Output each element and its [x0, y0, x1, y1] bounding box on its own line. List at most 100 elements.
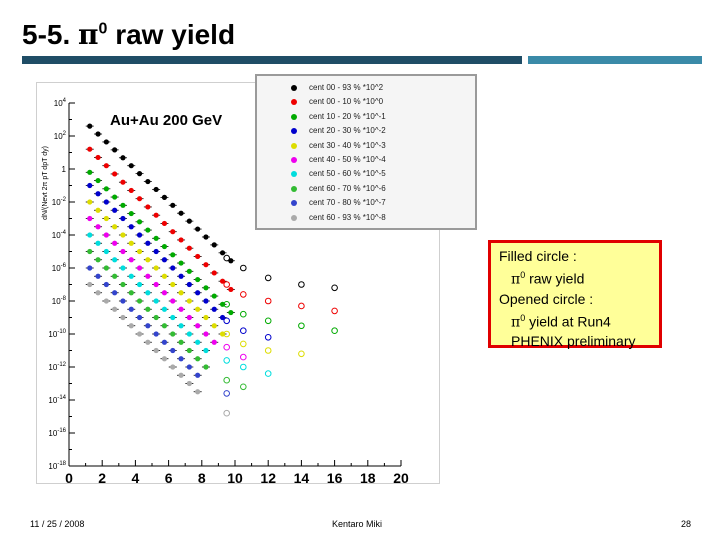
filled-point	[95, 177, 101, 184]
filled-point	[195, 389, 201, 395]
filled-point	[178, 210, 184, 216]
filled-point	[203, 364, 209, 370]
filled-point	[170, 252, 176, 258]
filled-point	[195, 372, 201, 378]
filled-point	[170, 347, 176, 354]
filled-point	[161, 273, 168, 279]
filled-point	[120, 232, 126, 238]
filled-point	[178, 237, 184, 243]
filled-point	[103, 139, 109, 145]
filled-point	[203, 314, 209, 321]
title-suffix: raw yield	[107, 19, 236, 50]
filled-point	[87, 265, 93, 271]
filled-point	[228, 286, 234, 293]
filled-point	[120, 248, 126, 255]
filled-point	[145, 227, 151, 233]
filled-point	[153, 314, 159, 321]
filled-point	[112, 240, 118, 246]
note-pi-2: π	[511, 314, 521, 331]
filled-point	[128, 187, 134, 194]
filled-point	[95, 240, 101, 246]
legend-label: cent 20 - 30 % *10^-2	[309, 126, 386, 136]
open-point	[240, 363, 247, 371]
filled-point	[211, 323, 217, 329]
filled-point	[95, 131, 101, 137]
filled-point	[195, 339, 201, 345]
legend-marker	[291, 142, 297, 149]
legend-marker	[291, 128, 297, 135]
filled-point	[153, 248, 159, 255]
legend-label: cent 60 - 70 % *10^-6	[309, 183, 386, 193]
filled-point	[120, 202, 126, 208]
filled-point	[95, 154, 101, 161]
filled-point	[128, 224, 134, 230]
filled-point	[178, 260, 184, 266]
open-point	[223, 357, 230, 364]
filled-point	[186, 268, 192, 274]
filled-point	[170, 202, 176, 208]
filled-point	[203, 285, 209, 291]
y-tick-label: 102	[54, 131, 67, 141]
filled-point	[228, 309, 234, 316]
open-point	[264, 297, 272, 305]
filled-point	[145, 339, 151, 345]
filled-point	[170, 229, 176, 235]
open-point	[223, 390, 230, 397]
filled-point	[120, 215, 126, 222]
filled-point	[87, 248, 93, 255]
legend-entry: cent 20 - 30 % *10^-2	[291, 125, 386, 137]
filled-point	[112, 257, 118, 263]
note-sup-2: 0	[520, 312, 526, 323]
filled-point	[203, 262, 209, 268]
filled-point	[95, 273, 101, 279]
note-text-2: yield at Run4	[525, 313, 611, 330]
x-tick-label: 10	[227, 470, 243, 483]
open-point	[223, 376, 230, 384]
filled-point	[195, 290, 201, 296]
open-point	[240, 383, 247, 391]
open-point	[298, 322, 305, 330]
filled-point	[153, 331, 159, 337]
filled-point	[103, 232, 109, 238]
y-tick-label: 10-6	[52, 263, 67, 273]
filled-point	[195, 253, 201, 260]
filled-point	[128, 306, 134, 312]
filled-point	[95, 224, 101, 230]
legend-marker	[291, 185, 297, 192]
filled-point	[145, 178, 151, 185]
legend-label: cent 00 - 93 % *10^2	[309, 83, 384, 92]
slide-title: 5-5. π0 raw yield	[22, 18, 235, 51]
filled-point	[112, 147, 118, 153]
open-point	[264, 347, 272, 354]
filled-point	[145, 273, 151, 279]
filled-point	[161, 257, 168, 263]
legend-label: cent 00 - 10 % *10^0	[309, 97, 384, 107]
title-prefix: 5-5.	[22, 19, 79, 50]
filled-point	[170, 281, 176, 288]
open-point	[240, 291, 247, 298]
filled-point	[128, 240, 134, 246]
filled-point	[161, 339, 168, 345]
open-point	[240, 353, 247, 361]
filled-point	[145, 306, 151, 312]
filled-point	[87, 232, 93, 238]
open-point	[264, 334, 272, 341]
filled-point	[186, 331, 192, 337]
filled-point	[112, 290, 118, 296]
filled-point	[87, 146, 93, 152]
open-point	[223, 281, 230, 288]
legend-marker	[291, 214, 297, 221]
y-tick-label: 104	[54, 98, 67, 108]
filled-point	[112, 171, 118, 177]
filled-point	[195, 323, 201, 329]
filled-point	[153, 265, 159, 271]
filled-point	[112, 207, 118, 213]
filled-point	[112, 273, 118, 279]
open-point	[298, 302, 305, 310]
filled-point	[195, 356, 201, 362]
filled-point	[103, 248, 109, 255]
open-point	[240, 327, 247, 334]
filled-point	[161, 290, 168, 296]
filled-point	[136, 248, 143, 255]
legend-entry: cent 10 - 20 % *10^-1	[291, 111, 386, 123]
